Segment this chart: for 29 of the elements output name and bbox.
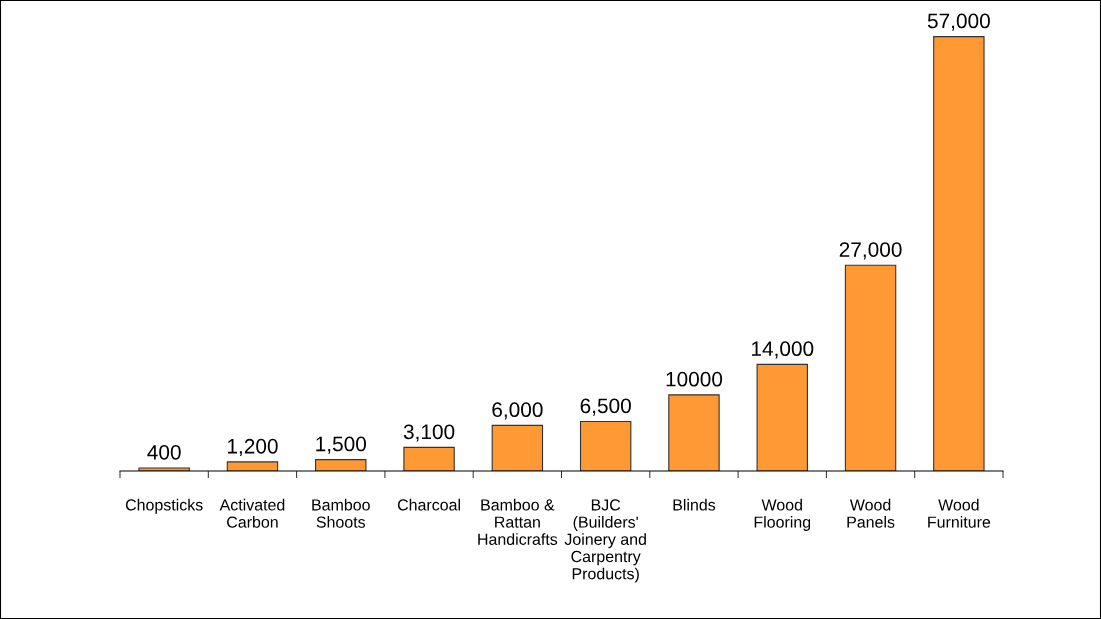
bar bbox=[226, 461, 279, 472]
bar bbox=[491, 424, 544, 472]
bar bbox=[579, 420, 632, 472]
data-label: 57,000 bbox=[927, 13, 990, 31]
x-tick-label: Wood Furniture bbox=[928, 498, 991, 528]
data-label: 1,200 bbox=[227, 438, 278, 457]
data-label: 6,500 bbox=[580, 398, 631, 416]
data-label: 6,000 bbox=[492, 402, 543, 420]
x-tick-label: Wood Panels bbox=[847, 498, 895, 528]
x-tick-label: Blinds bbox=[673, 498, 716, 511]
data-label: 10000 bbox=[666, 371, 723, 387]
x-tick-label: Wood Flooring bbox=[754, 498, 811, 531]
x-tick-label: Charcoal bbox=[397, 498, 460, 511]
x-tick-label: Bamboo Shoots bbox=[312, 498, 370, 528]
bar bbox=[668, 394, 720, 472]
data-label: 3,100 bbox=[403, 424, 455, 442]
data-label: 27,000 bbox=[839, 242, 902, 260]
bar bbox=[756, 363, 808, 472]
x-tick-label: Activated Carbon bbox=[219, 498, 285, 528]
x-tick-label: BJC (Builders' Joinery and Carpentry Products) bbox=[564, 499, 646, 583]
bar bbox=[403, 446, 455, 472]
bar bbox=[933, 36, 985, 472]
bar bbox=[315, 459, 367, 472]
data-label: 1,500 bbox=[316, 436, 367, 454]
x-tick-label: Bamboo & Rattan Handicrafts bbox=[478, 498, 558, 545]
data-label: 14,000 bbox=[751, 341, 814, 359]
x-tick-label: Chopsticks bbox=[125, 498, 203, 514]
bar bbox=[844, 264, 897, 472]
data-label: 400 bbox=[147, 444, 181, 460]
